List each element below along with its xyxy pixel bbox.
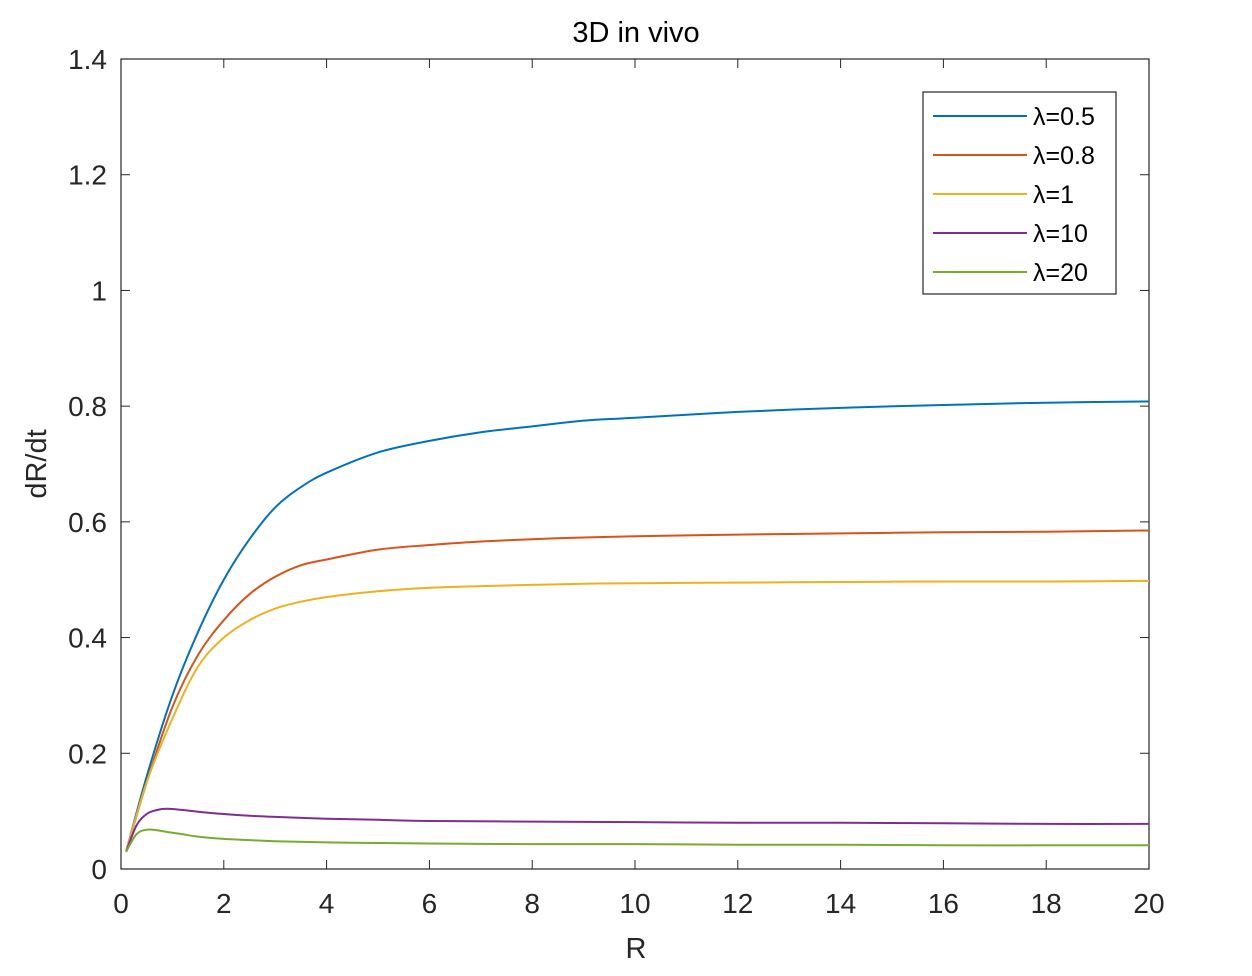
legend-label: λ=0.8 — [1033, 142, 1095, 170]
legend-label: λ=0.5 — [1033, 103, 1095, 131]
x-tick-label: 20 — [1133, 888, 1164, 919]
y-tick-label: 0.8 — [68, 391, 107, 422]
x-tick-label: 14 — [825, 888, 856, 919]
y-tick-label: 1.2 — [68, 160, 107, 191]
x-tick-label: 12 — [722, 888, 753, 919]
y-tick-label: 0.2 — [68, 738, 107, 769]
series-group — [125, 400, 1150, 853]
y-tick-label: 0.4 — [68, 623, 107, 654]
axis-ticks: 0 2 4 6 8 10 12 14 16 18 20 0 0.2 0.4 0.6 0.8 1 1.2 1.4 — [68, 44, 1165, 919]
y-tick-label: 0 — [91, 854, 107, 885]
y-tick-label: 1 — [91, 275, 107, 306]
series-line-3 — [125, 579, 1150, 852]
x-tick-label: 2 — [216, 888, 232, 919]
series-line-1 — [125, 400, 1150, 852]
y-tick-label: 0.6 — [68, 507, 107, 538]
y-tick-label: 1.4 — [68, 44, 107, 75]
x-tick-label: 10 — [619, 888, 650, 919]
legend-label: λ=20 — [1033, 259, 1088, 287]
series-line-2 — [125, 529, 1150, 852]
x-axis-label: R — [626, 933, 647, 965]
legend-label: λ=10 — [1033, 220, 1088, 248]
x-tick-label: 16 — [928, 888, 959, 919]
y-axis-label: dR/dt — [21, 429, 53, 498]
x-tick-label: 8 — [524, 888, 540, 919]
x-tick-label: 18 — [1031, 888, 1062, 919]
series-line-4 — [125, 807, 1150, 852]
x-tick-label: 0 — [113, 888, 129, 919]
chart-title: 3D in vivo — [572, 17, 699, 49]
x-tick-label: 6 — [422, 888, 438, 919]
series-line-5 — [125, 828, 1149, 853]
legend-label: λ=1 — [1033, 181, 1074, 209]
legend: λ=0.5 λ=0.8 λ=1 λ=10 λ=20 — [922, 91, 1117, 295]
x-tick-label: 4 — [319, 888, 335, 919]
